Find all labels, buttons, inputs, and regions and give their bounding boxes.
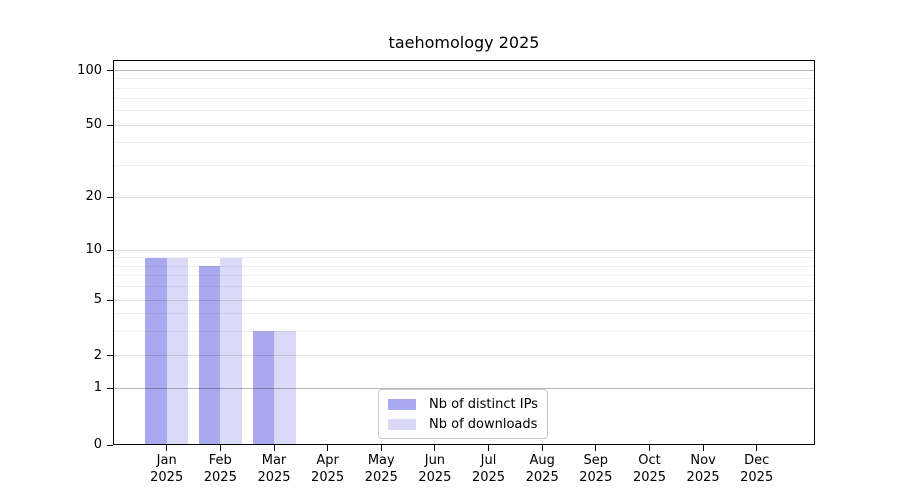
x-tick-label-mar: Mar 2025 <box>234 453 314 486</box>
year-label: 2025 <box>364 469 398 485</box>
x-tick-nov <box>702 445 704 451</box>
year-label: 2025 <box>632 469 667 485</box>
month-label: Dec <box>744 453 770 468</box>
x-tick-dec <box>756 445 758 451</box>
minor-gridline-40 <box>114 142 814 144</box>
chart-title: taehomology 2025 <box>388 33 540 52</box>
legend-item-nb-of-distinct-ips: Nb of distinct IPs <box>388 397 538 412</box>
x-tick-label-feb: Feb 2025 <box>180 453 260 486</box>
year-label: 2025 <box>150 469 184 485</box>
month-label: Nov <box>690 453 716 468</box>
y-tick-100 <box>107 70 113 71</box>
month-label: Feb <box>208 453 232 468</box>
legend-label-nb-of-distinct-ips: Nb of distinct IPs <box>429 396 538 412</box>
bar-nb-of-distinct-ips-mar <box>252 331 274 445</box>
x-tick-jul <box>488 445 489 451</box>
month-label: Aug <box>529 453 555 468</box>
minor-gridline-6 <box>114 286 814 288</box>
month-label: Jan <box>156 453 177 468</box>
year-label: 2025 <box>418 469 452 485</box>
x-tick-apr <box>327 445 329 451</box>
minor-gridline-4 <box>114 313 814 315</box>
minor-gridline-90 <box>114 78 814 80</box>
y-tick-1 <box>107 387 113 389</box>
year-label: 2025 <box>471 469 506 485</box>
x-tick-label-jun: Jun 2025 <box>395 453 475 486</box>
x-tick-label-jul: Jul 2025 <box>449 453 529 486</box>
x-tick-label-may: May 2025 <box>341 453 421 486</box>
major-gridline-10 <box>114 249 814 251</box>
y-tick-label-5: 5 <box>93 292 102 307</box>
bar-nb-of-downloads-jan <box>166 257 189 445</box>
y-tick-label-10: 10 <box>85 242 102 258</box>
x-tick-label-sep: Sep 2025 <box>556 453 636 486</box>
y-tick-50 <box>107 124 113 126</box>
y-tick-label-0: 0 <box>93 437 102 452</box>
major-gridline-5 <box>114 299 814 301</box>
y-tick-10 <box>107 249 113 251</box>
month-label: Sep <box>583 453 609 468</box>
year-label: 2025 <box>740 469 774 485</box>
x-tick-label-apr: Apr 2025 <box>288 453 368 486</box>
y-tick-label-1: 1 <box>93 380 102 396</box>
major-gridline-20 <box>114 196 814 198</box>
y-tick-label-100: 100 <box>77 62 102 78</box>
month-label: Mar <box>261 453 287 468</box>
year-label: 2025 <box>579 469 613 485</box>
major-gridline-100 <box>114 70 814 71</box>
month-label: Jun <box>424 453 446 468</box>
y-tick-2 <box>107 355 113 357</box>
legend-swatch-nb-of-downloads <box>388 418 416 430</box>
year-label: 2025 <box>686 469 720 485</box>
x-tick-oct <box>649 445 650 451</box>
minor-gridline-8 <box>114 265 814 267</box>
y-tick-label-2: 2 <box>93 347 102 363</box>
x-tick-aug <box>541 445 543 451</box>
x-tick-mar <box>273 445 275 451</box>
bar-nb-of-downloads-mar <box>274 331 296 445</box>
x-tick-sep <box>595 445 597 451</box>
bar-nb-of-downloads-feb <box>220 257 242 445</box>
minor-gridline-7 <box>114 275 814 277</box>
minor-gridline-60 <box>114 110 814 112</box>
x-tick-may <box>380 445 382 451</box>
legend-swatch-nb-of-distinct-ips <box>388 398 416 410</box>
month-label: Apr <box>316 453 339 468</box>
x-tick-jan <box>166 445 168 451</box>
x-tick-feb <box>219 445 221 451</box>
year-label: 2025 <box>257 469 291 485</box>
month-label: Jul <box>480 453 497 468</box>
y-tick-label-20: 20 <box>85 189 102 205</box>
legend-label-nb-of-downloads: Nb of downloads <box>429 416 538 432</box>
y-tick-label-50: 50 <box>85 117 102 133</box>
year-label: 2025 <box>203 469 237 485</box>
month-label: Oct <box>638 453 661 468</box>
bar-nb-of-distinct-ips-jan <box>145 257 167 445</box>
x-tick-jun <box>434 445 436 451</box>
bar-nb-of-distinct-ips-feb <box>198 266 221 445</box>
x-tick-label-oct: Oct 2025 <box>610 453 690 486</box>
major-gridline-50 <box>114 124 814 126</box>
x-tick-label-jan: Jan 2025 <box>127 453 207 486</box>
y-tick-0 <box>107 444 113 446</box>
minor-gridline-9 <box>114 257 814 259</box>
legend: Nb of distinct IPs Nb of downloads <box>378 389 548 439</box>
x-tick-label-aug: Aug 2025 <box>502 453 582 486</box>
month-label: May <box>367 453 395 468</box>
minor-gridline-3 <box>114 330 814 332</box>
legend-item-nb-of-downloads: Nb of downloads <box>388 417 538 432</box>
minor-gridline-30 <box>114 164 814 166</box>
x-tick-label-dec: Dec 2025 <box>717 453 797 486</box>
major-gridline-2 <box>114 355 814 357</box>
minor-gridline-80 <box>114 87 814 89</box>
year-label: 2025 <box>311 469 345 485</box>
y-tick-5 <box>107 299 113 301</box>
x-tick-label-nov: Nov 2025 <box>663 453 743 486</box>
major-gridline-1 <box>114 387 814 389</box>
year-label: 2025 <box>525 469 559 485</box>
y-tick-20 <box>107 196 113 198</box>
minor-gridline-70 <box>114 98 814 100</box>
